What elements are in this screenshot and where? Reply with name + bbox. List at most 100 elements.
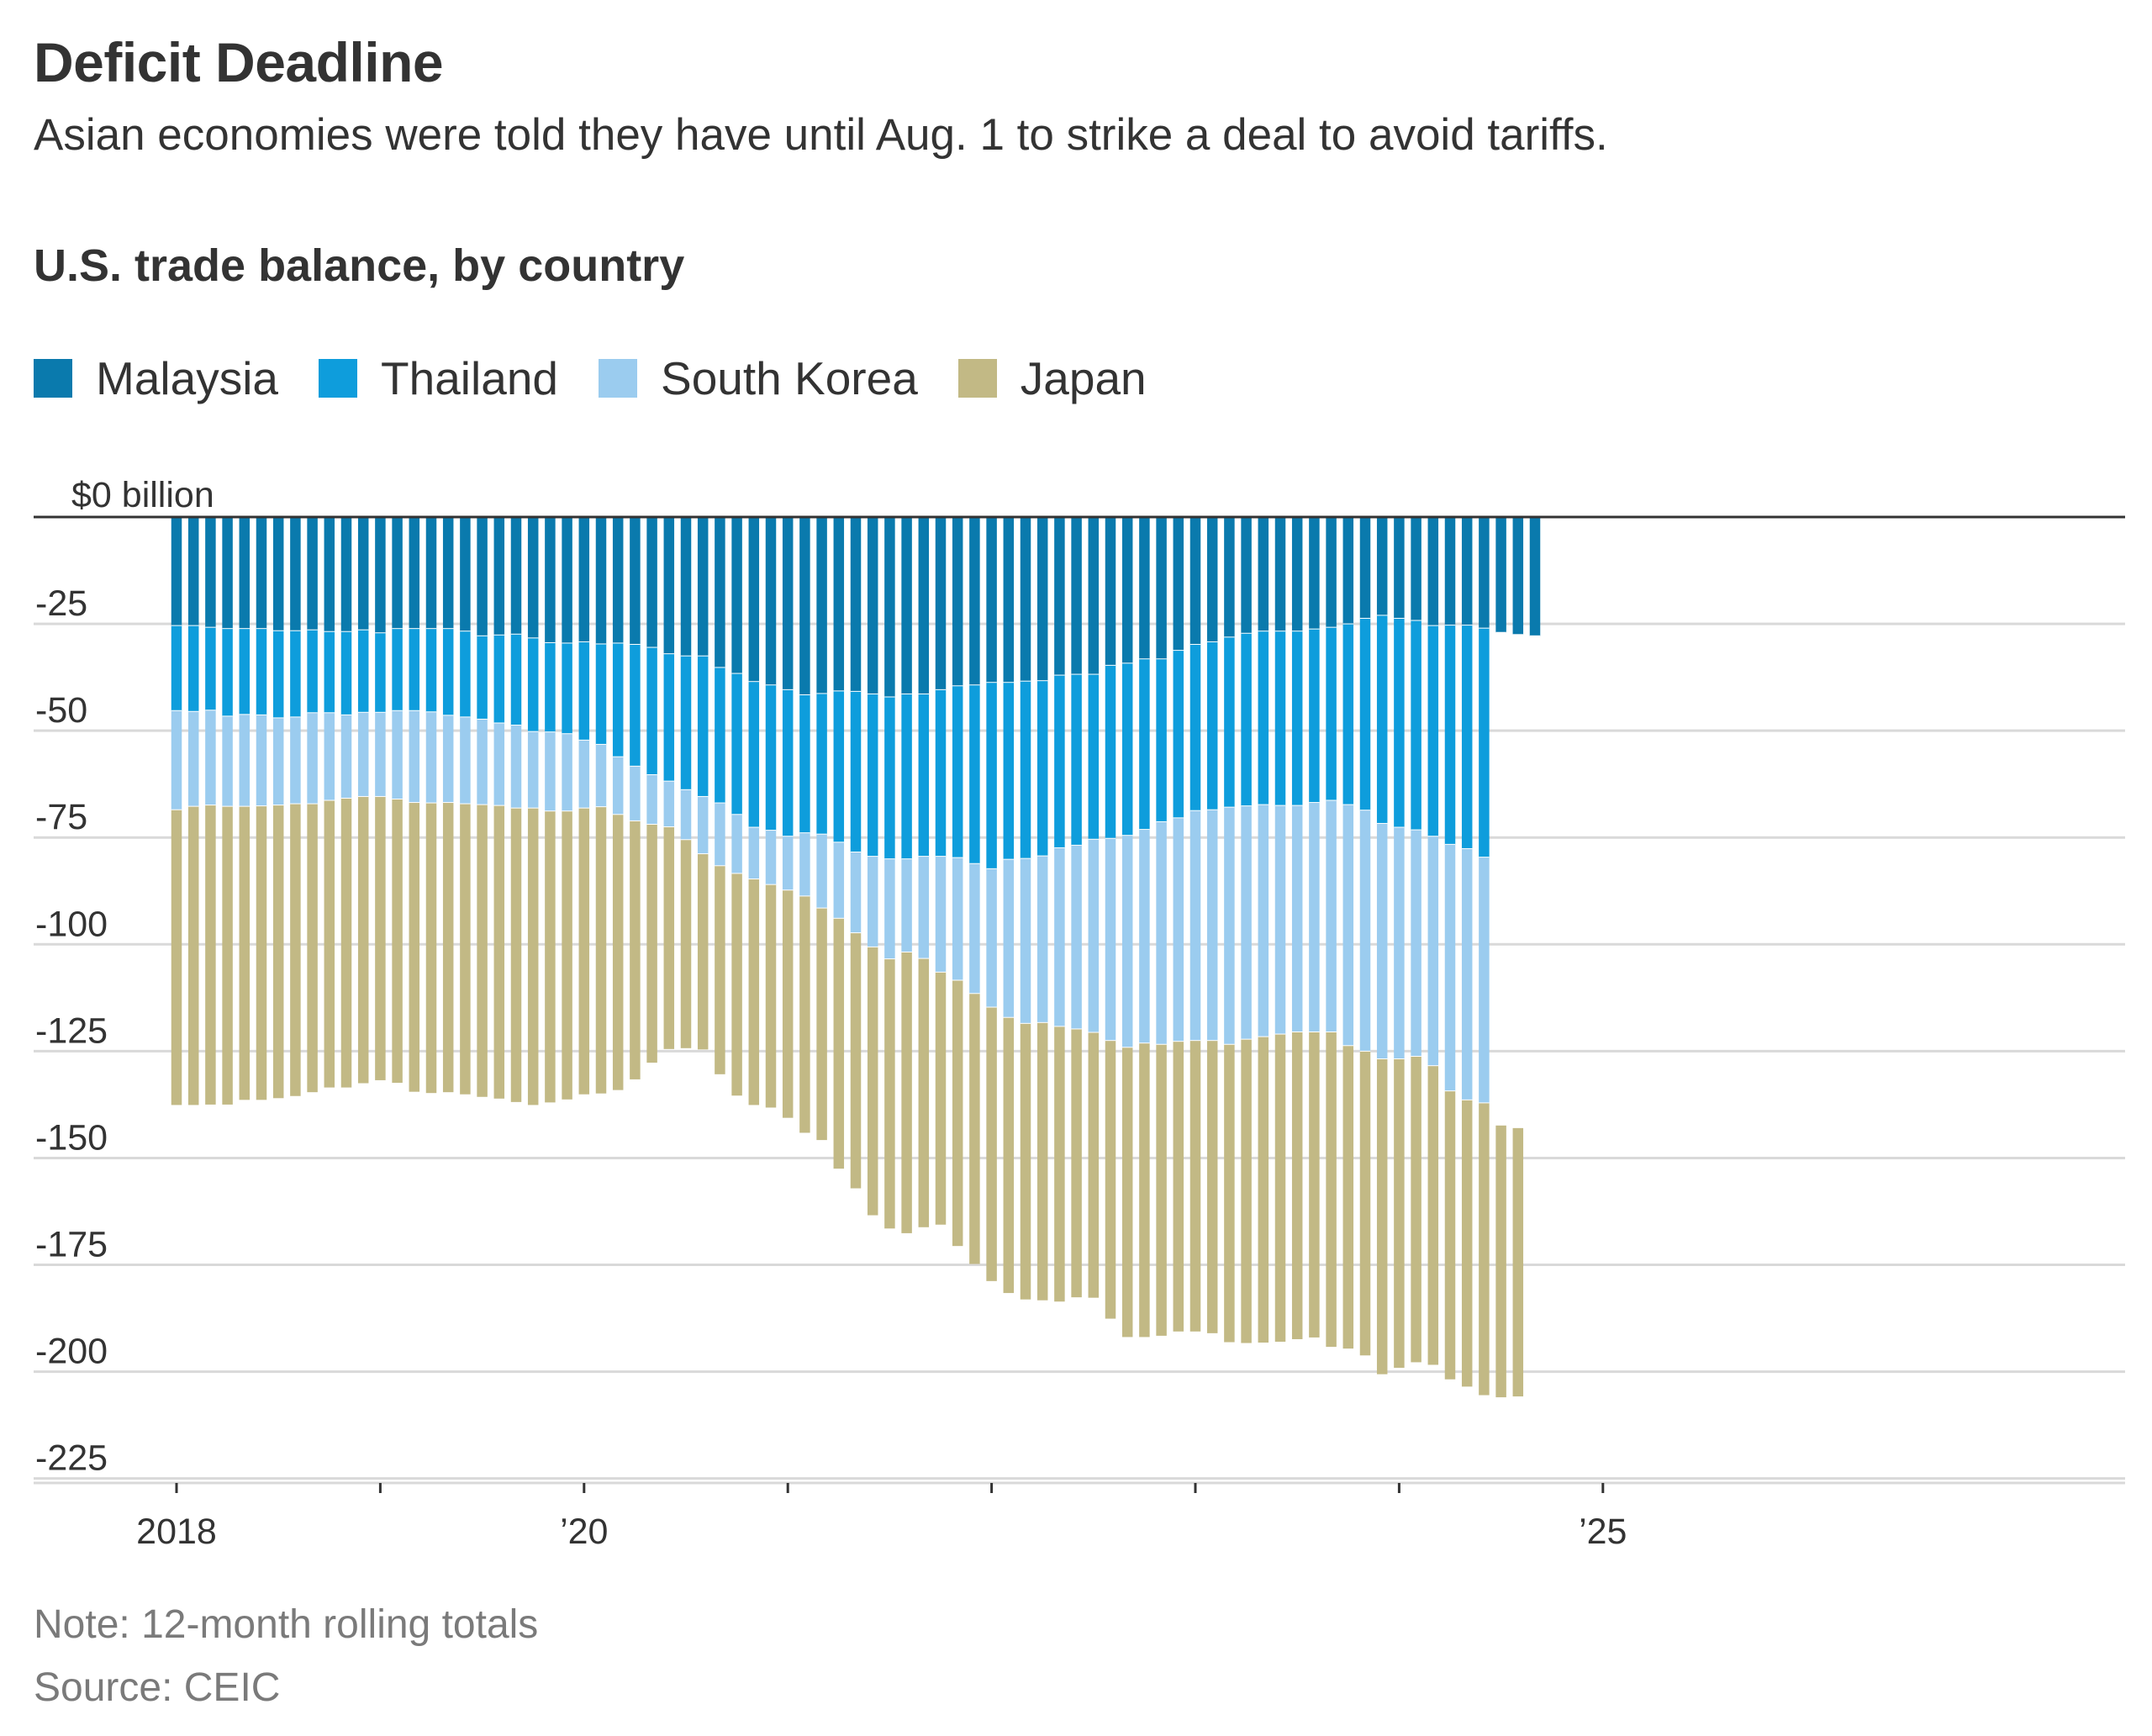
bar-japan bbox=[1121, 1047, 1133, 1338]
legend-item-japan: Japan bbox=[957, 351, 1147, 405]
legend-item-thailand: Thailand bbox=[319, 351, 558, 405]
bar-thailand bbox=[493, 635, 505, 724]
bar-malaysia bbox=[833, 517, 845, 692]
bar-malaysia bbox=[545, 517, 556, 643]
bar-japan bbox=[1241, 1039, 1252, 1343]
bar-thailand bbox=[1258, 631, 1269, 805]
bar-thailand bbox=[171, 625, 182, 711]
bar-japan bbox=[884, 959, 895, 1229]
bar-thailand bbox=[1020, 681, 1031, 859]
bar-thailand bbox=[1173, 651, 1184, 819]
bar-malaysia bbox=[357, 517, 369, 631]
bar-south-korea bbox=[1342, 805, 1354, 1047]
bar-south-korea bbox=[748, 827, 760, 880]
bar-malaysia bbox=[460, 517, 471, 632]
legend-swatch-thailand bbox=[319, 359, 358, 398]
bar-malaysia bbox=[578, 517, 590, 642]
bar-thailand bbox=[935, 689, 947, 857]
bar-thailand bbox=[867, 694, 878, 857]
bar-malaysia bbox=[1258, 517, 1269, 632]
bar-japan bbox=[1020, 1023, 1031, 1300]
bar-malaysia bbox=[1309, 517, 1320, 630]
bar-malaysia bbox=[1105, 517, 1116, 666]
bar-thailand bbox=[630, 644, 641, 767]
bar-japan bbox=[1479, 1103, 1490, 1396]
bar-malaysia bbox=[1241, 517, 1252, 634]
bar-japan bbox=[663, 827, 675, 1049]
bar-south-korea bbox=[1427, 836, 1439, 1067]
bar-japan bbox=[612, 815, 624, 1090]
bar-thailand bbox=[477, 636, 488, 720]
bar-thailand bbox=[1376, 615, 1388, 824]
bar-malaysia bbox=[1427, 517, 1439, 626]
bar-malaysia bbox=[935, 517, 947, 690]
bar-south-korea bbox=[715, 803, 725, 867]
bar-malaysia bbox=[1088, 517, 1100, 675]
bar-thailand bbox=[1105, 665, 1116, 839]
bar-japan bbox=[748, 879, 760, 1105]
bar-malaysia bbox=[1206, 517, 1218, 642]
bar-japan bbox=[646, 824, 657, 1063]
bar-south-korea bbox=[545, 732, 556, 812]
bar-thailand bbox=[1139, 659, 1150, 831]
bar-japan bbox=[918, 958, 930, 1227]
bar-malaysia bbox=[290, 517, 301, 631]
bar-thailand bbox=[884, 697, 895, 860]
bar-malaysia bbox=[256, 517, 267, 630]
bar-south-korea bbox=[867, 857, 878, 947]
legend-swatch-japan bbox=[957, 359, 997, 398]
y-tick-label: -25 bbox=[35, 583, 87, 624]
bar-thailand bbox=[969, 685, 980, 864]
bar-south-korea bbox=[986, 868, 997, 1008]
bar-malaysia bbox=[1291, 517, 1303, 632]
bar-malaysia bbox=[646, 517, 657, 648]
bar-japan bbox=[340, 798, 352, 1088]
bar-malaysia bbox=[1071, 517, 1082, 675]
bar-south-korea bbox=[1241, 806, 1252, 1040]
bar-thailand bbox=[663, 654, 675, 782]
bar-thailand bbox=[442, 629, 454, 716]
bar-thailand bbox=[340, 631, 352, 715]
bar-south-korea bbox=[1411, 830, 1421, 1057]
bar-south-korea bbox=[850, 852, 862, 934]
bar-malaysia bbox=[1139, 517, 1150, 660]
bar-malaysia bbox=[1054, 517, 1065, 676]
bar-thailand bbox=[901, 694, 912, 860]
bar-thailand bbox=[731, 673, 742, 815]
bar-malaysia bbox=[409, 517, 420, 630]
bar-south-korea bbox=[816, 834, 827, 909]
bar-japan bbox=[510, 808, 522, 1102]
bar-south-korea bbox=[442, 715, 454, 804]
bar-thailand bbox=[357, 630, 369, 713]
bar-japan bbox=[205, 805, 216, 1105]
bar-malaysia bbox=[697, 517, 709, 657]
legend-swatch-south-korea bbox=[599, 359, 638, 398]
bar-malaysia bbox=[663, 517, 675, 655]
bar-south-korea bbox=[375, 712, 386, 797]
bar-japan bbox=[765, 884, 777, 1108]
bar-japan bbox=[799, 896, 810, 1133]
bar-thailand bbox=[409, 629, 420, 711]
bar-thailand bbox=[1206, 641, 1218, 810]
bar-south-korea bbox=[680, 789, 692, 841]
legend-item-south-korea: South Korea bbox=[599, 351, 918, 405]
bar-malaysia bbox=[799, 517, 810, 695]
bar-japan bbox=[1173, 1042, 1184, 1332]
bar-thailand bbox=[1444, 625, 1456, 845]
bar-japan bbox=[1376, 1059, 1388, 1375]
legend: Malaysia Thailand South Korea Japan bbox=[34, 351, 1187, 405]
bar-thailand bbox=[1189, 644, 1201, 811]
bar-japan bbox=[1444, 1091, 1456, 1380]
bar-thailand bbox=[392, 629, 403, 711]
bar-south-korea bbox=[527, 731, 539, 809]
legend-label-japan: Japan bbox=[1020, 352, 1147, 404]
bar-japan bbox=[256, 806, 267, 1100]
bar-malaysia bbox=[425, 517, 437, 630]
bar-south-korea bbox=[935, 857, 947, 973]
bar-japan bbox=[731, 873, 742, 1096]
bar-south-korea bbox=[952, 857, 963, 981]
bar-japan bbox=[324, 800, 335, 1088]
bar-malaysia bbox=[595, 517, 607, 645]
bar-thailand bbox=[782, 689, 794, 837]
bar-malaysia bbox=[986, 517, 997, 683]
